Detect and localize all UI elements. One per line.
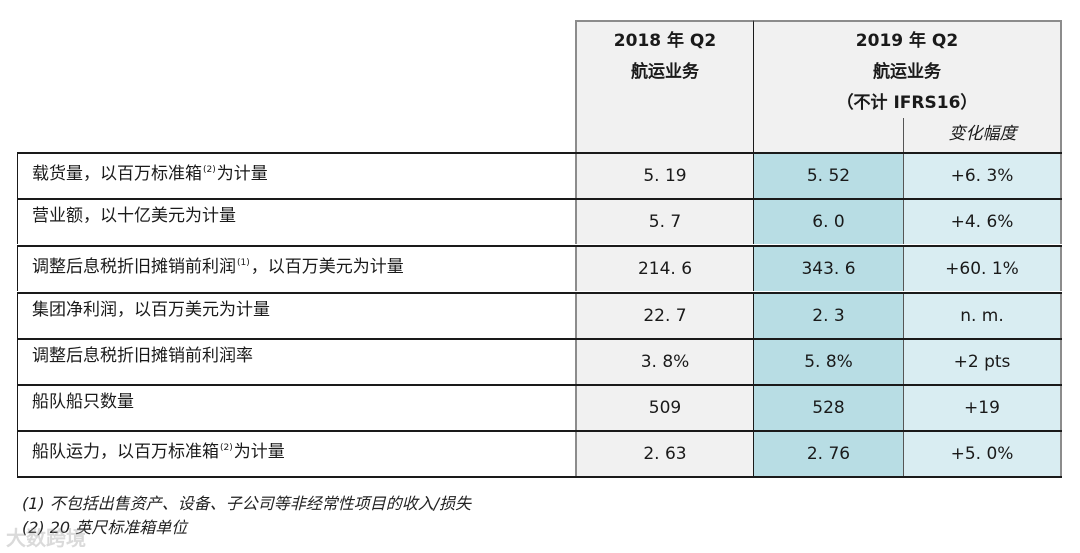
value-change: n. m.: [903, 294, 1062, 338]
value-change: +6. 3%: [903, 154, 1062, 198]
value-change: +2 pts: [903, 340, 1062, 384]
footnote-2: (2) 20 英尺标准箱单位: [22, 518, 188, 537]
header-2019-year: 2019 年 Q2: [855, 31, 959, 51]
value-2019: 343. 6: [753, 247, 903, 291]
value-2019: 6. 0: [753, 200, 903, 244]
watermark: 大数跨境: [6, 526, 86, 550]
row-label: 营业额，以十亿美元为计量: [17, 200, 575, 244]
row-label: 载货量，以百万标准箱(2)为计量: [17, 154, 575, 198]
header-2018-year: 2018 年 Q2: [613, 31, 717, 51]
value-2018: 5. 19: [575, 154, 753, 198]
value-2019: 5. 8%: [753, 340, 903, 384]
value-2019: 528: [753, 386, 903, 430]
value-2019: 5. 52: [753, 154, 903, 198]
value-2018: 3. 8%: [575, 340, 753, 384]
value-change: +19: [903, 386, 1062, 430]
value-change: +4. 6%: [903, 200, 1062, 244]
value-2018: 214. 6: [575, 247, 753, 291]
value-change: +5. 0%: [903, 432, 1062, 476]
value-change: +60. 1%: [903, 247, 1062, 291]
header-2019-segment: 航运业务: [873, 62, 941, 82]
row-label: 集团净利润，以百万美元为计量: [17, 294, 575, 338]
table-row: 船队船只数量 509 528 +19: [17, 384, 1062, 430]
header-2019-q2: 2019 年 Q2 航运业务 （不计 IFRS16）: [753, 20, 1062, 153]
table-row: 调整后息税折旧摊销前利润率 3. 8% 5. 8% +2 pts: [17, 338, 1062, 384]
header-2019-note: （不计 IFRS16）: [836, 93, 978, 113]
table-row: 载货量，以百万标准箱(2)为计量 5. 19 5. 52 +6. 3%: [17, 152, 1062, 198]
row-label: 船队运力，以百万标准箱(2)为计量: [17, 432, 575, 476]
value-2018: 22. 7: [575, 294, 753, 338]
row-label: 调整后息税折旧摊销前利润率: [17, 340, 575, 384]
value-2018: 2. 63: [575, 432, 753, 476]
header-2018-segment: 航运业务: [631, 62, 699, 82]
table-row: 集团净利润，以百万美元为计量 22. 7 2. 3 n. m.: [17, 292, 1062, 338]
header-2018-q2: 2018 年 Q2 航运业务: [575, 20, 753, 153]
value-2019: 2. 3: [753, 294, 903, 338]
row-label: 船队船只数量: [17, 386, 575, 430]
table-row: 船队运力，以百万标准箱(2)为计量 2. 63 2. 76 +5. 0%: [17, 430, 1062, 478]
value-2019: 2. 76: [753, 432, 903, 476]
row-label: 调整后息税折旧摊销前利润(1)，以百万美元为计量: [17, 247, 575, 291]
value-2018: 509: [575, 386, 753, 430]
header-change: 变化幅度: [903, 118, 1061, 152]
table-row: 调整后息税折旧摊销前利润(1)，以百万美元为计量 214. 6 343. 6 +…: [17, 245, 1062, 291]
footnote-1: (1) 不包括出售资产、设备、子公司等非经常性项目的收入/损失: [22, 494, 472, 513]
value-2018: 5. 7: [575, 200, 753, 244]
table-row: 营业额，以十亿美元为计量 5. 7 6. 0 +4. 6%: [17, 198, 1062, 244]
